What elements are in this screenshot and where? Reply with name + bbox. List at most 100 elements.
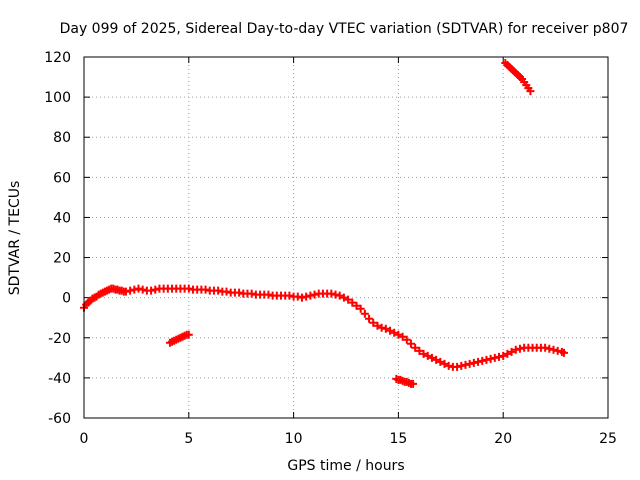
data-point	[222, 287, 231, 296]
y-tick-label: -60	[48, 411, 71, 427]
data-point	[297, 293, 306, 302]
data-point	[247, 289, 256, 298]
data-point	[495, 352, 504, 361]
data-point	[214, 286, 223, 295]
grid-lines	[84, 57, 608, 418]
data-point	[134, 284, 143, 293]
data-point	[344, 295, 353, 304]
data-point	[526, 87, 535, 96]
x-tick-label: 0	[80, 431, 89, 447]
data-point	[352, 301, 361, 310]
series-segment-high	[501, 59, 535, 96]
y-tick-labels: -60 -40 -20 0 20 40 60 80 100 120	[44, 50, 71, 427]
data-point	[474, 357, 483, 366]
data-point	[419, 349, 428, 358]
data-point	[453, 362, 462, 371]
data-point	[432, 355, 441, 364]
plot-frame	[83, 56, 609, 419]
data-point	[482, 355, 491, 364]
data-point	[511, 345, 520, 354]
data-point	[302, 292, 311, 301]
y-tick-label: 60	[53, 170, 71, 186]
data-point	[331, 290, 340, 299]
data-point	[360, 309, 369, 318]
x-tick-label: 20	[494, 431, 512, 447]
data-point	[478, 356, 487, 365]
y-axis-label: SDTVAR / TECUs	[7, 181, 23, 296]
series-segment-early-low	[165, 330, 193, 347]
data-point	[436, 357, 445, 366]
data-point	[553, 346, 562, 355]
data-point	[365, 314, 374, 323]
x-tick-label: 25	[599, 431, 617, 447]
data-point	[138, 285, 147, 294]
chart-title: Day 099 of 2025, Sidereal Day-to-day VTE…	[60, 21, 629, 37]
data-point	[390, 328, 399, 337]
y-tick-label: -20	[48, 331, 71, 347]
y-tick-label: 0	[62, 291, 71, 307]
data-point	[465, 359, 474, 368]
data-point	[151, 285, 160, 294]
data-point	[469, 358, 478, 367]
x-tick-label: 10	[285, 431, 303, 447]
data-point	[409, 379, 418, 388]
data-point	[406, 339, 415, 348]
y-tick-label: 100	[44, 90, 71, 106]
data-point	[130, 285, 139, 294]
data-point	[398, 332, 407, 341]
y-tick-label: 40	[53, 210, 71, 226]
data-point	[121, 287, 130, 296]
data-point	[549, 345, 558, 354]
data-point	[461, 360, 470, 369]
data-point	[356, 304, 365, 313]
data-point	[545, 344, 554, 353]
data-point	[394, 330, 403, 339]
data-point	[440, 359, 449, 368]
data-point	[457, 361, 466, 370]
data-point	[373, 321, 382, 330]
data-point	[411, 343, 420, 352]
y-tick-label: 20	[53, 251, 71, 267]
series-segment-mid-low	[392, 374, 418, 388]
data-point	[386, 326, 395, 335]
data-point	[490, 353, 499, 362]
x-tick-labels: 0 5 10 15 20 25	[80, 431, 617, 447]
data-point	[486, 354, 495, 363]
data-point	[310, 290, 319, 299]
y-tick-label: 120	[44, 50, 71, 66]
y-tick-label: 80	[53, 130, 71, 146]
data-point	[503, 349, 512, 358]
data-point	[126, 286, 135, 295]
data-point	[348, 298, 357, 307]
data-point	[541, 343, 550, 352]
data-point	[444, 361, 453, 370]
data-point	[369, 318, 378, 327]
data-point	[285, 291, 294, 300]
data-point	[423, 351, 432, 360]
data-point	[293, 292, 302, 301]
data-point	[184, 284, 193, 293]
data-points	[80, 59, 568, 388]
data-point	[381, 324, 390, 333]
x-tick-label: 5	[184, 431, 193, 447]
data-point	[415, 346, 424, 355]
data-point	[264, 290, 273, 299]
data-point	[306, 291, 315, 300]
data-point	[402, 335, 411, 344]
data-point	[184, 330, 193, 339]
data-point	[377, 323, 386, 332]
data-point	[335, 291, 344, 300]
data-point	[147, 286, 156, 295]
y-tick-label: -40	[48, 371, 71, 387]
data-point	[499, 351, 508, 360]
data-point	[339, 293, 348, 302]
data-point	[235, 288, 244, 297]
data-point	[327, 289, 336, 298]
x-tick-label: 15	[389, 431, 407, 447]
data-point	[427, 353, 436, 362]
data-point	[515, 344, 524, 353]
data-point	[559, 348, 568, 357]
data-point	[201, 285, 210, 294]
